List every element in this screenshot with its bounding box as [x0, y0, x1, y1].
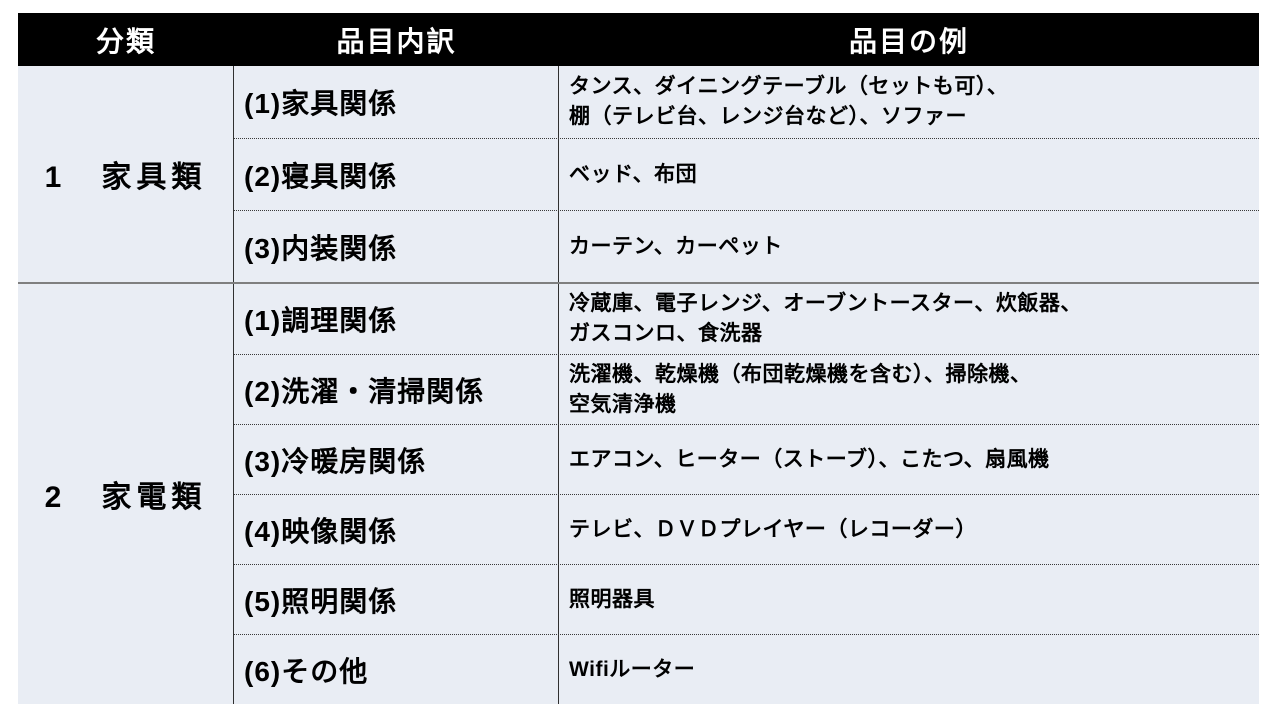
- item-examples: テレビ、ＤＶＤプレイヤー（レコーダー）: [559, 495, 1259, 564]
- table-row: (1)調理関係 冷蔵庫、電子レンジ、オーブントースター、炊飯器、 ガスコンロ、食…: [234, 284, 1259, 354]
- item-category-table: 分類 品目内訳 品目の例 1 家具類 (1)家具関係 タンス、ダイニングテーブル…: [18, 13, 1259, 704]
- category-cell-appliances: 2 家電類: [18, 284, 234, 704]
- item-examples: 洗濯機、乾燥機（布団乾燥機を含む）、掃除機、 空気清浄機: [559, 355, 1259, 424]
- item-label: (3)内装関係: [234, 211, 559, 282]
- header-category: 分類: [95, 25, 156, 57]
- example-line: Wifiルーター: [569, 657, 696, 681]
- item-examples: タンス、ダイニングテーブル（セットも可）、 棚（テレビ台、レンジ台など）、ソファ…: [559, 66, 1259, 138]
- item-label: (1)調理関係: [234, 284, 559, 354]
- section-furniture: 1 家具類 (1)家具関係 タンス、ダイニングテーブル（セットも可）、 棚（テレ…: [18, 66, 1259, 282]
- table-row: (1)家具関係 タンス、ダイニングテーブル（セットも可）、 棚（テレビ台、レンジ…: [234, 66, 1259, 138]
- example-line: ベッド、布団: [569, 162, 698, 186]
- table-row: (3)内装関係 カーテン、カーペット: [234, 210, 1259, 282]
- header-item-examples: 品目の例: [848, 25, 969, 57]
- table-row: (6)その他 Wifiルーター: [234, 634, 1259, 704]
- example-line: 洗濯機、乾燥機（布団乾燥機を含む）、掃除機、: [569, 362, 1032, 386]
- table-row: (5)照明関係 照明器具: [234, 564, 1259, 634]
- item-label: (3)冷暖房関係: [234, 425, 559, 494]
- example-line: エアコン、ヒーター（ストーブ）、こたつ、扇風機: [569, 447, 1050, 471]
- example-line: カーテン、カーペット: [569, 234, 783, 258]
- example-line: テレビ、ＤＶＤプレイヤー（レコーダー）: [569, 517, 977, 541]
- table-row: (4)映像関係 テレビ、ＤＶＤプレイヤー（レコーダー）: [234, 494, 1259, 564]
- item-examples: Wifiルーター: [559, 635, 1259, 704]
- item-examples: 照明器具: [559, 565, 1259, 634]
- item-label: (2)洗濯・清掃関係: [234, 355, 559, 424]
- section-appliances-rows: (1)調理関係 冷蔵庫、電子レンジ、オーブントースター、炊飯器、 ガスコンロ、食…: [234, 284, 1259, 704]
- table-row: (2)洗濯・清掃関係 洗濯機、乾燥機（布団乾燥機を含む）、掃除機、 空気清浄機: [234, 354, 1259, 424]
- example-line: ガスコンロ、食洗器: [569, 322, 763, 345]
- example-line: 空気清浄機: [569, 392, 677, 416]
- example-line: 棚（テレビ台、レンジ台など）、ソファー: [569, 105, 967, 128]
- header-item-breakdown: 品目内訳: [336, 25, 457, 57]
- section-appliances: 2 家電類 (1)調理関係 冷蔵庫、電子レンジ、オーブントースター、炊飯器、 ガ…: [18, 282, 1259, 704]
- item-label: (5)照明関係: [234, 565, 559, 634]
- example-line: 冷蔵庫、電子レンジ、オーブントースター、炊飯器、: [569, 292, 1082, 315]
- item-label: (1)家具関係: [234, 66, 559, 138]
- item-label: (2)寝具関係: [234, 139, 559, 210]
- section-furniture-rows: (1)家具関係 タンス、ダイニングテーブル（セットも可）、 棚（テレビ台、レンジ…: [234, 66, 1259, 282]
- item-examples: 冷蔵庫、電子レンジ、オーブントースター、炊飯器、 ガスコンロ、食洗器: [559, 284, 1259, 354]
- table-header-row: 分類 品目内訳 品目の例: [18, 13, 1259, 66]
- example-line: タンス、ダイニングテーブル（セットも可）、: [569, 75, 1009, 98]
- category-cell-furniture: 1 家具類: [18, 66, 234, 282]
- item-label: (6)その他: [234, 635, 559, 704]
- item-label: (4)映像関係: [234, 495, 559, 564]
- table-row: (3)冷暖房関係 エアコン、ヒーター（ストーブ）、こたつ、扇風機: [234, 424, 1259, 494]
- item-examples: エアコン、ヒーター（ストーブ）、こたつ、扇風機: [559, 425, 1259, 494]
- item-examples: カーテン、カーペット: [559, 211, 1259, 282]
- example-line: 照明器具: [569, 587, 655, 611]
- item-examples: ベッド、布団: [559, 139, 1259, 210]
- table-row: (2)寝具関係 ベッド、布団: [234, 138, 1259, 210]
